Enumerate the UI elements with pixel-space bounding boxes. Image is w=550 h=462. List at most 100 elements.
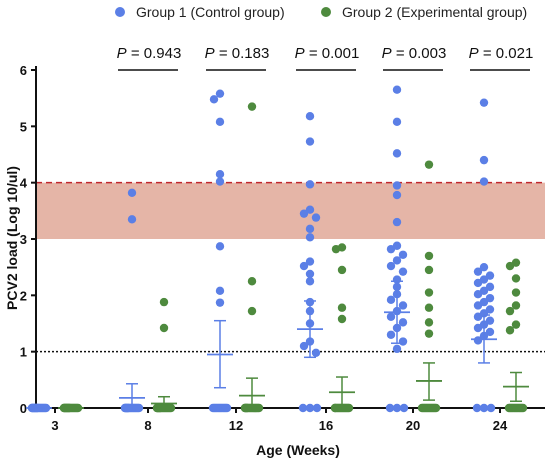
data-point bbox=[305, 180, 315, 189]
data-point bbox=[331, 244, 341, 254]
data-point bbox=[215, 177, 225, 186]
data-point bbox=[337, 314, 347, 324]
data-point bbox=[511, 320, 521, 329]
data-point bbox=[485, 282, 495, 292]
data-point bbox=[399, 403, 409, 413]
data-point bbox=[254, 403, 264, 413]
data-point bbox=[479, 98, 489, 107]
data-point bbox=[305, 277, 315, 286]
data-point bbox=[472, 403, 482, 413]
data-point bbox=[299, 209, 309, 218]
data-point bbox=[127, 215, 137, 224]
y-tick-label: 5 bbox=[20, 119, 27, 134]
data-point bbox=[299, 261, 309, 271]
data-point bbox=[215, 242, 225, 251]
data-point bbox=[298, 403, 308, 413]
y-tick-label: 1 bbox=[20, 345, 27, 360]
data-point bbox=[485, 305, 495, 314]
data-point bbox=[247, 102, 257, 111]
data-point bbox=[305, 257, 315, 266]
p-value-label: P = 0.001 bbox=[295, 45, 360, 62]
data-point bbox=[479, 155, 489, 165]
data-point bbox=[485, 327, 495, 337]
data-point bbox=[166, 403, 176, 413]
data-point bbox=[431, 403, 441, 413]
data-point bbox=[330, 403, 340, 413]
data-point bbox=[473, 312, 483, 321]
data-point bbox=[511, 301, 521, 310]
data-point bbox=[392, 217, 402, 227]
data-point bbox=[505, 326, 515, 335]
data-point bbox=[424, 329, 434, 338]
data-point bbox=[247, 277, 257, 286]
y-tick-label: 0 bbox=[20, 401, 27, 416]
data-point bbox=[305, 224, 315, 234]
threshold-band bbox=[36, 182, 545, 239]
legend-marker-group-2 bbox=[321, 7, 331, 17]
data-point bbox=[424, 251, 434, 261]
data-point bbox=[424, 288, 434, 297]
data-point bbox=[392, 403, 402, 413]
data-point bbox=[344, 403, 354, 413]
y-tick-label: 2 bbox=[20, 288, 27, 303]
data-point bbox=[392, 256, 402, 265]
data-point bbox=[398, 250, 408, 259]
data-point bbox=[392, 181, 402, 190]
p-value-label: P = 0.183 bbox=[205, 45, 270, 62]
data-point bbox=[386, 295, 396, 305]
data-point bbox=[215, 170, 225, 179]
data-point bbox=[473, 290, 483, 299]
data-point bbox=[305, 403, 315, 413]
data-point bbox=[398, 318, 408, 327]
x-tick-label: 20 bbox=[406, 418, 420, 433]
data-point bbox=[159, 297, 169, 307]
data-point bbox=[473, 336, 483, 345]
x-tick-label: 3 bbox=[51, 418, 58, 433]
data-point bbox=[222, 403, 232, 413]
y-tick-label: 4 bbox=[20, 176, 28, 191]
y-tick-label: 3 bbox=[20, 232, 27, 247]
data-point bbox=[485, 293, 495, 303]
data-point bbox=[305, 233, 315, 242]
data-point bbox=[392, 190, 402, 200]
data-point bbox=[337, 265, 347, 275]
data-point bbox=[386, 261, 396, 271]
data-point bbox=[505, 261, 515, 271]
legend-marker-group-1 bbox=[115, 7, 125, 17]
data-point bbox=[159, 323, 169, 333]
data-point bbox=[392, 117, 402, 127]
p-value-label: P = 0.943 bbox=[117, 45, 182, 62]
data-point bbox=[392, 344, 402, 354]
x-tick-label: 16 bbox=[319, 418, 333, 433]
data-point bbox=[511, 274, 521, 283]
legend-label-group-2: Group 2 (Experimental group) bbox=[342, 4, 527, 20]
y-axis-title: PCV2 load (Log 10/ul) bbox=[4, 166, 20, 310]
data-point bbox=[209, 95, 219, 104]
data-point bbox=[386, 330, 396, 339]
data-point bbox=[215, 298, 225, 307]
p-value-label: P = 0.021 bbox=[469, 45, 534, 62]
data-point bbox=[398, 337, 408, 346]
data-point bbox=[386, 244, 396, 254]
data-point bbox=[305, 205, 315, 214]
x-tick-label: 8 bbox=[144, 418, 151, 433]
data-point bbox=[473, 323, 483, 333]
data-point bbox=[511, 288, 521, 297]
data-point bbox=[518, 403, 528, 413]
x-tick-label: 24 bbox=[493, 418, 508, 433]
data-point bbox=[392, 85, 402, 94]
data-point bbox=[215, 286, 225, 296]
data-point bbox=[247, 306, 257, 316]
data-point bbox=[473, 267, 483, 276]
legend-label-group-1: Group 1 (Control group) bbox=[136, 4, 285, 20]
data-point bbox=[505, 306, 515, 316]
p-value-label: P = 0.003 bbox=[382, 45, 447, 62]
data-point bbox=[305, 269, 315, 279]
data-point bbox=[386, 312, 396, 321]
data-point bbox=[215, 89, 225, 98]
data-point bbox=[473, 278, 483, 288]
data-point bbox=[424, 303, 434, 312]
data-point bbox=[215, 117, 225, 127]
